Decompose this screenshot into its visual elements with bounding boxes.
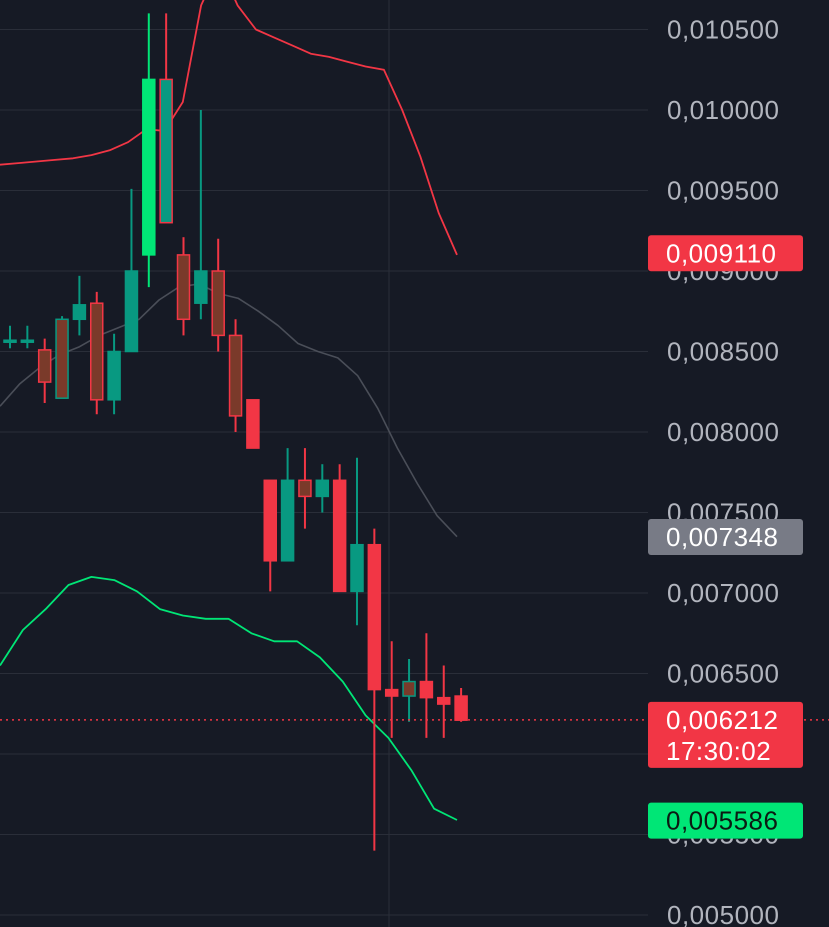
- candle-body: [280, 479, 295, 562]
- candle-body: [142, 78, 156, 256]
- candle-body: [107, 350, 121, 401]
- price-tag-label: 0,006212: [666, 705, 778, 735]
- candle-body: [367, 543, 382, 691]
- candle[interactable]: [228, 319, 243, 432]
- candle-body: [437, 696, 451, 705]
- candle-body: [55, 318, 69, 399]
- candle[interactable]: [263, 479, 277, 592]
- y-tick-label: 0,005000: [667, 900, 779, 927]
- y-tick-label: 0,008500: [667, 337, 779, 367]
- candle-body: [20, 339, 35, 343]
- candle-body: [159, 78, 173, 224]
- candle[interactable]: [55, 316, 69, 399]
- candle[interactable]: [419, 633, 434, 738]
- band-upper-line: [0, 0, 458, 256]
- candle-body: [454, 695, 468, 721]
- price-tag: 0,005586: [648, 802, 803, 839]
- candle[interactable]: [298, 448, 312, 529]
- candle[interactable]: [124, 188, 139, 353]
- price-tag-background: [648, 701, 803, 768]
- candle[interactable]: [454, 687, 468, 722]
- candle[interactable]: [3, 325, 17, 349]
- price-tag-background: [648, 802, 803, 839]
- candle-body: [194, 270, 208, 304]
- price-tag-label: 0,007348: [666, 522, 778, 552]
- price-tag: 0,009110: [648, 235, 803, 272]
- candle[interactable]: [37, 338, 52, 404]
- candle-body: [315, 479, 330, 498]
- price-tag-background: [648, 235, 803, 272]
- band-lower-line: [0, 576, 458, 821]
- y-tick-label: 0,006500: [667, 659, 779, 689]
- candle[interactable]: [159, 13, 173, 224]
- price-tag-label: 0,005586: [666, 806, 778, 836]
- grid-lines: [0, 29, 648, 916]
- candle-body: [246, 399, 260, 449]
- candle[interactable]: [350, 457, 364, 626]
- candle-body: [263, 479, 277, 562]
- candle-body: [3, 339, 17, 343]
- candle[interactable]: [367, 528, 382, 851]
- price-tag: 0,007348: [648, 518, 803, 555]
- price-tag-label: 0,009110: [666, 238, 777, 268]
- price-axis[interactable]: 0,0105000,0100000,0095000,0090000,008500…: [667, 15, 779, 927]
- candle-body: [350, 543, 364, 593]
- candle[interactable]: [315, 464, 330, 513]
- bollinger-bands: [0, 0, 458, 821]
- candle[interactable]: [107, 333, 121, 415]
- candle-body: [37, 349, 52, 383]
- candle[interactable]: [280, 448, 295, 562]
- band-basis-line: [0, 283, 458, 538]
- candle[interactable]: [142, 13, 156, 288]
- candle[interactable]: [437, 665, 451, 738]
- y-tick-label: 0,010000: [667, 95, 779, 125]
- candle-body: [176, 254, 191, 321]
- candle[interactable]: [384, 641, 399, 738]
- candle[interactable]: [176, 237, 191, 336]
- candle[interactable]: [211, 238, 225, 352]
- y-tick-label: 0,010500: [667, 15, 779, 45]
- candle-body: [228, 334, 243, 417]
- candle[interactable]: [402, 659, 416, 722]
- candle[interactable]: [72, 275, 87, 336]
- y-tick-label: 0,007000: [667, 578, 779, 608]
- candle[interactable]: [246, 399, 260, 449]
- countdown-timer: 17:30:02: [666, 736, 771, 766]
- candle-body: [90, 302, 104, 401]
- candle-body: [211, 270, 225, 337]
- candle[interactable]: [332, 464, 347, 593]
- candle-body: [419, 680, 434, 699]
- y-tick-label: 0,009500: [667, 176, 779, 206]
- candle[interactable]: [20, 325, 35, 349]
- candle-body: [298, 479, 312, 498]
- y-tick-label: 0,008000: [667, 417, 779, 447]
- candle[interactable]: [90, 291, 104, 415]
- price-tag-background: [648, 518, 803, 555]
- candle[interactable]: [194, 110, 208, 320]
- candle-body: [384, 688, 399, 697]
- candlesticks[interactable]: [3, 13, 468, 851]
- candle-body: [124, 270, 139, 353]
- candle-body: [332, 479, 347, 593]
- candle-body: [402, 680, 416, 697]
- candle-body: [72, 304, 87, 321]
